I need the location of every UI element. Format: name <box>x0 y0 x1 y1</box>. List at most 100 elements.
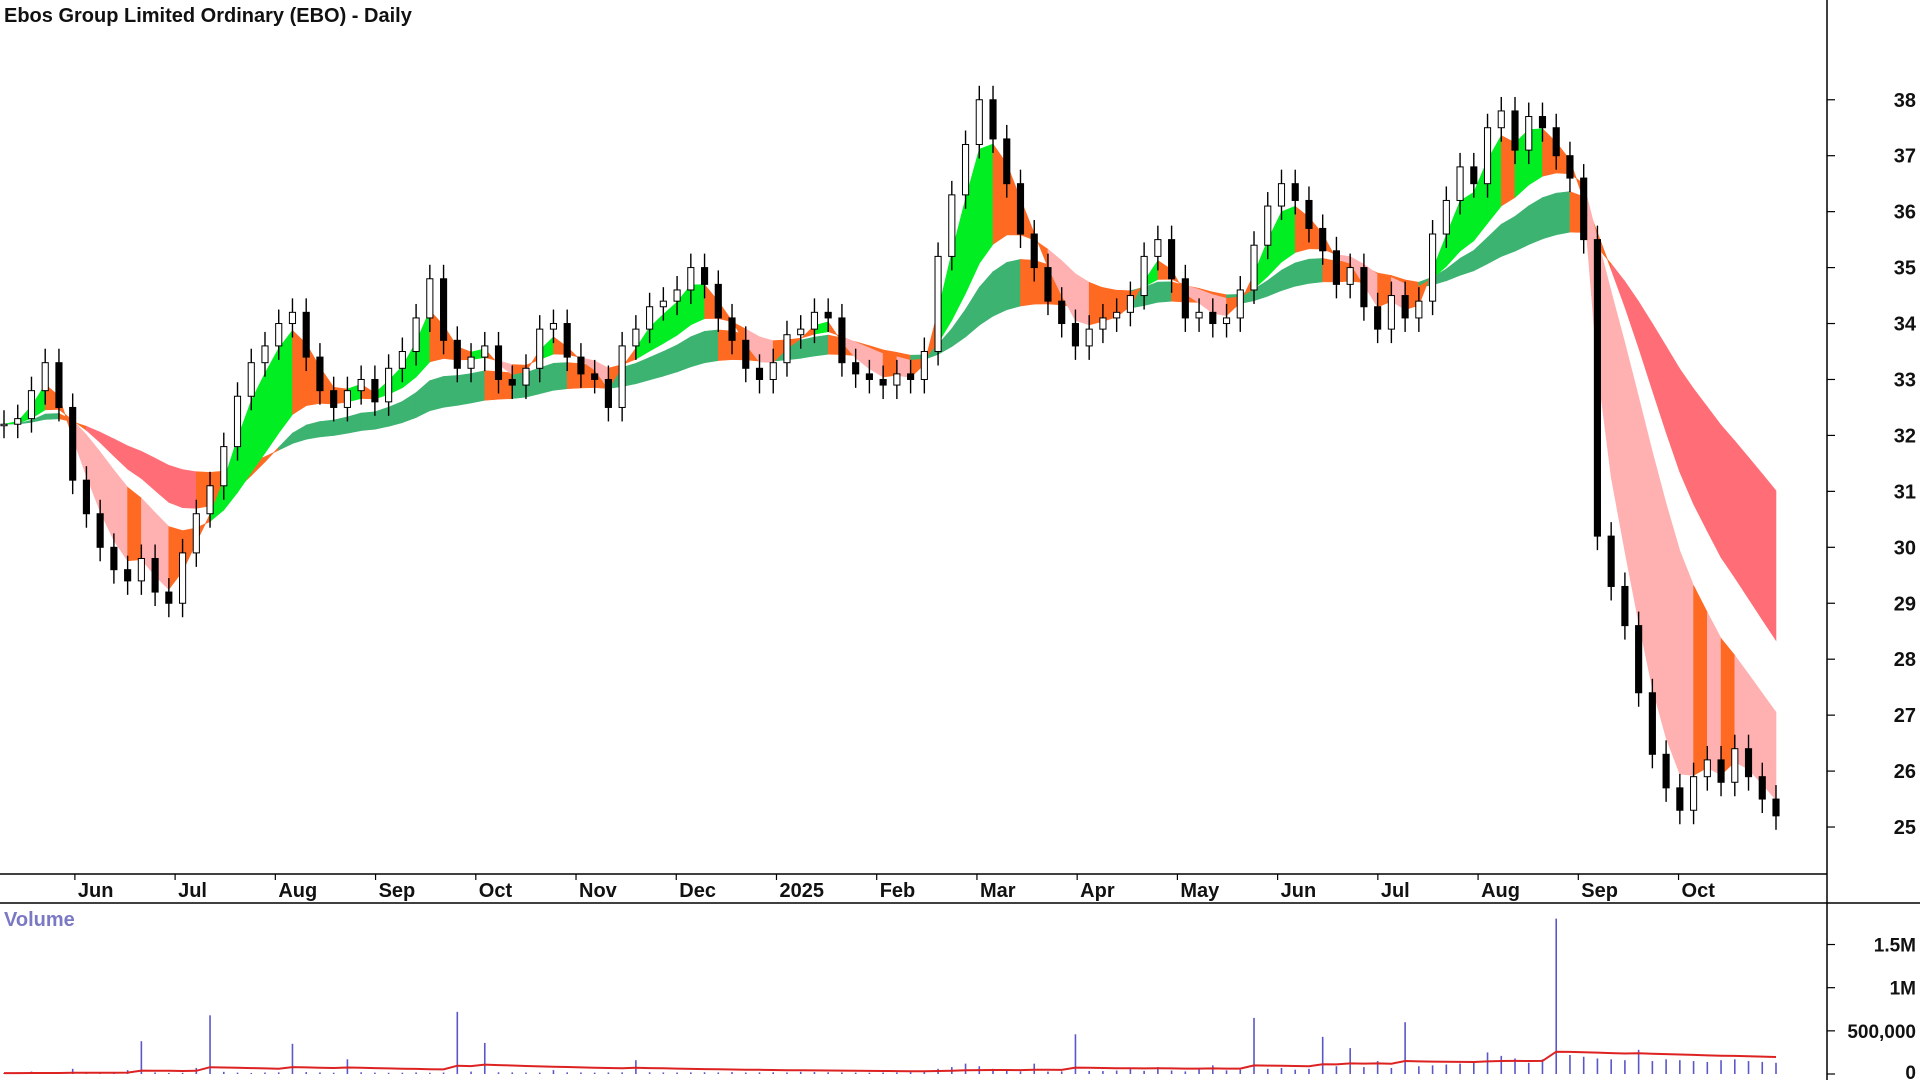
price-candle <box>1690 762 1698 825</box>
price-candle <box>1168 225 1176 293</box>
price-candle <box>1126 281 1134 327</box>
y-tick-label: 26 <box>1894 761 1916 783</box>
price-candle <box>0 410 8 439</box>
price-candle <box>865 359 873 394</box>
price-candle <box>1456 152 1464 215</box>
price-candle <box>1593 225 1601 551</box>
price-candle <box>714 270 722 332</box>
price-candle <box>316 343 324 405</box>
price-candle <box>1291 169 1299 215</box>
y-tick-label: 35 <box>1894 258 1916 280</box>
x-tick-label: Jun <box>78 880 114 902</box>
price-candle <box>1387 281 1395 344</box>
price-candle <box>961 130 970 209</box>
price-candle <box>1058 287 1066 338</box>
price-candle <box>41 348 49 405</box>
price-candle <box>632 315 640 360</box>
price-candle <box>371 365 379 416</box>
price-candle <box>398 337 406 383</box>
long-term-ma-ribbon-segment <box>1734 440 1749 600</box>
y-tick-label: 31 <box>1894 481 1916 503</box>
price-candles <box>0 85 1780 830</box>
long-term-ma-ribbon-segment <box>443 375 458 408</box>
price-candle <box>137 544 145 595</box>
x-tick-label: Mar <box>980 880 1016 902</box>
long-term-ma-ribbon-segment <box>1720 424 1736 579</box>
price-candle <box>1470 152 1478 198</box>
x-tick-label: Dec <box>679 880 716 902</box>
long-term-ma-ribbon-segment <box>814 334 829 357</box>
price-candle <box>1483 113 1492 198</box>
price-candle <box>1648 678 1656 769</box>
price-candle <box>591 359 599 394</box>
y-tick-label: 38 <box>1894 90 1916 112</box>
price-candle <box>1552 113 1560 170</box>
price-candle <box>1209 298 1217 338</box>
price-candle <box>700 253 709 299</box>
y-tick-label: 30 <box>1894 537 1916 559</box>
price-candle <box>1429 220 1437 316</box>
price-candle <box>646 292 654 344</box>
short-term-ma-ribbon-segment <box>978 143 994 265</box>
price-candle <box>1662 740 1670 802</box>
price-candle <box>522 354 530 400</box>
price-candle <box>1580 164 1588 254</box>
price-candle <box>687 253 695 304</box>
price-candle <box>1703 745 1711 791</box>
price-candle <box>659 287 667 321</box>
x-tick-label: Jun <box>1281 880 1317 902</box>
long-term-ma-ribbon-segment <box>1157 281 1172 303</box>
price-candle <box>357 365 365 405</box>
x-tick-label: Sep <box>379 880 416 902</box>
price-candle <box>673 275 681 316</box>
price-candle <box>412 303 420 366</box>
price-candle <box>1758 762 1766 814</box>
y-tick-label: 29 <box>1894 593 1916 615</box>
short-term-ma-ribbon-segment <box>1281 205 1296 263</box>
price-candle <box>330 376 338 422</box>
price-candle <box>1085 315 1093 360</box>
long-term-ma-ribbon-segment <box>704 329 719 364</box>
price-candle <box>920 337 928 394</box>
price-candle <box>907 359 915 394</box>
price-candle <box>1607 522 1615 601</box>
price-candle <box>1236 275 1244 332</box>
x-tick-label: Sep <box>1581 880 1618 902</box>
price-candle <box>1538 102 1547 142</box>
long-term-ma-ribbon-segment <box>347 412 362 434</box>
price-candle <box>288 298 297 338</box>
volume-tick-label: 1.5M <box>1874 936 1916 957</box>
price-candle <box>1003 124 1011 198</box>
x-tick-label: Oct <box>479 880 513 902</box>
price-candle <box>69 393 77 495</box>
x-tick-label: May <box>1180 880 1220 902</box>
price-candle <box>1511 96 1519 165</box>
price-candle <box>810 298 819 344</box>
price-candle <box>549 309 558 344</box>
price-candle <box>275 309 283 360</box>
volume-title: Volume <box>4 909 75 931</box>
price-candle <box>1332 236 1341 299</box>
price-candle <box>742 326 750 383</box>
short-term-ma-ribbon-segment <box>1707 612 1722 776</box>
price-candle <box>852 348 860 388</box>
x-tick-label: Oct <box>1682 880 1716 902</box>
price-candle <box>14 404 22 439</box>
x-tick-label: Jul <box>178 880 207 902</box>
long-term-ma-ribbon-segment <box>1748 456 1763 621</box>
price-candle <box>1044 253 1052 316</box>
price-candle <box>385 354 393 416</box>
price-candle <box>1264 192 1272 260</box>
price-candle <box>948 180 956 271</box>
price-candle <box>343 376 351 422</box>
price-panel <box>0 85 1780 830</box>
long-term-ma-ribbon-segment <box>429 375 444 412</box>
long-term-ma-ribbon-segment <box>1006 259 1021 311</box>
y-tick-label: 36 <box>1894 202 1916 224</box>
chart-title: Ebos Group Limited Ordinary (EBO) - Dail… <box>4 5 413 27</box>
x-tick-label: Jul <box>1381 880 1410 902</box>
price-candle <box>261 331 269 377</box>
x-tick-label: Aug <box>278 880 317 902</box>
long-term-ma-ribbon-segment <box>1707 406 1722 558</box>
